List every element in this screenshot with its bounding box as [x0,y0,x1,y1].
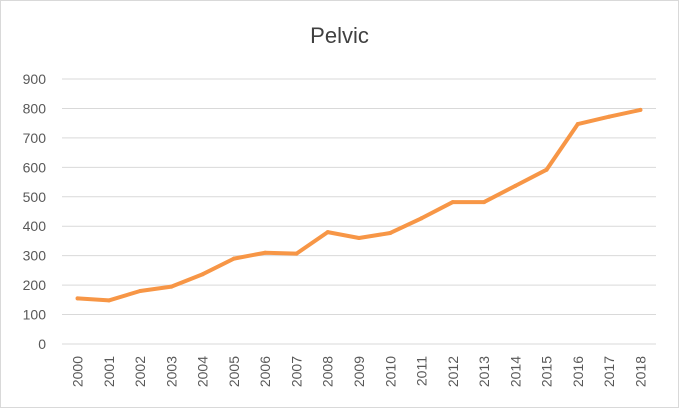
x-tick-label: 2009 [351,356,367,387]
x-tick-label: 2010 [382,356,398,387]
data-point [513,183,518,188]
y-tick-label: 900 [23,71,47,87]
series-layer [75,107,643,303]
x-tick-label: 2001 [101,356,117,387]
x-tick-label: 2000 [70,356,86,387]
y-tick-label: 800 [23,100,47,116]
x-tick-label: 2012 [445,356,461,387]
data-point [544,167,549,172]
y-tick-label: 200 [23,277,47,293]
data-point [450,200,455,205]
data-point [294,251,299,256]
y-tick-label: 500 [23,189,47,205]
data-point [138,289,143,293]
x-tick-label: 2018 [632,356,648,387]
data-point [169,284,174,289]
y-axis-ticks: 0 100 200 300 400 500 600 700 800 900 [23,71,47,352]
chart-title: Pelvic [310,23,369,48]
data-point [200,272,205,277]
data-point [106,298,111,303]
x-axis-ticks: 2000 2001 2002 2003 2004 2005 2006 2007 2008 2009… [70,356,649,387]
series-line [75,107,643,303]
data-point [575,122,580,127]
gridlines [62,78,656,345]
data-point [231,256,236,261]
data-point [482,200,487,205]
y-tick-label: 700 [23,130,47,146]
y-tick-label: 0 [38,336,46,352]
x-tick-label: 2014 [507,356,523,387]
x-tick-label: 2002 [132,356,148,387]
x-tick-label: 2005 [226,356,242,387]
y-tick-label: 400 [23,218,47,234]
x-tick-label: 2004 [195,356,211,387]
y-tick-label: 300 [23,248,47,264]
x-tick-label: 2003 [163,356,179,387]
x-tick-label: 2015 [539,356,555,387]
x-tick-label: 2006 [257,356,273,387]
y-tick-label: 600 [23,159,47,175]
data-point [388,230,393,235]
data-point [607,114,612,119]
data-point [357,236,361,240]
data-point [325,230,330,235]
data-point [419,216,424,221]
data-point [263,250,268,255]
x-tick-label: 2017 [601,356,617,387]
x-tick-label: 2007 [288,356,304,387]
y-tick-label: 100 [23,307,47,323]
data-point [75,296,80,301]
data-point [638,107,643,112]
x-tick-label: 2016 [570,356,586,387]
x-tick-label: 2013 [476,356,492,387]
x-tick-label: 2008 [320,356,336,387]
x-tick-label: 2011 [414,356,430,386]
